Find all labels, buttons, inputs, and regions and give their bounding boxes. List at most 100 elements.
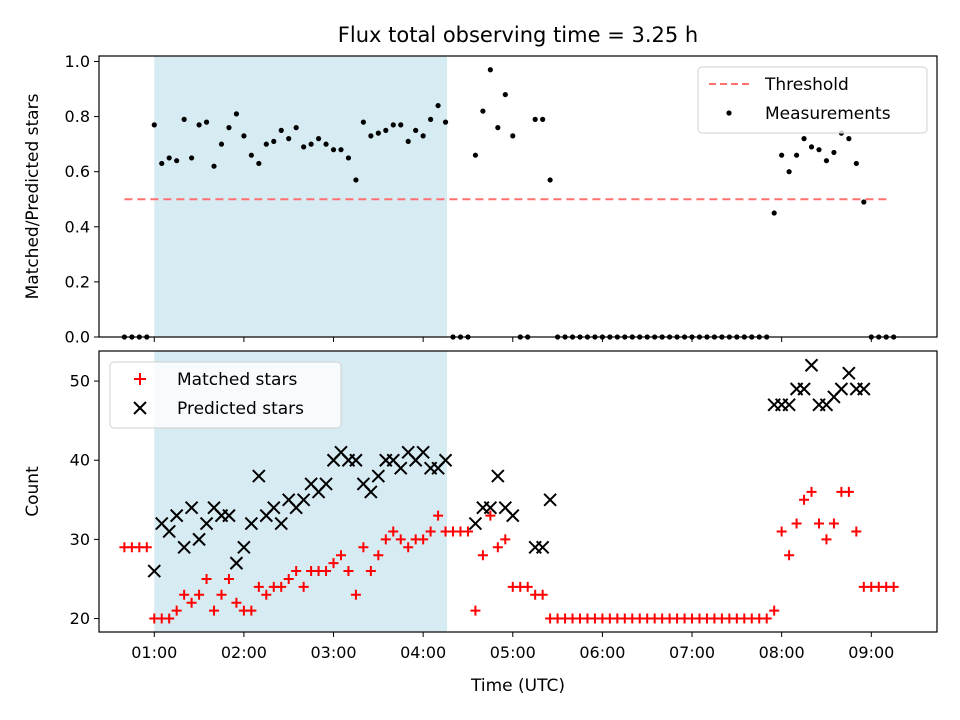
measurement-point: [166, 155, 172, 161]
measurement-point: [315, 136, 322, 142]
count-panel-marks: [119, 358, 899, 624]
ratio-panel-legend: Threshold Measurements: [697, 66, 928, 134]
ratio-panel-y-label: Matched/Predicted stars: [23, 93, 43, 299]
measurement-point: [771, 210, 777, 216]
predicted-star-point: [184, 501, 199, 515]
measurement-point: [808, 144, 815, 150]
measurement-point: [480, 108, 486, 114]
measurement-point: [540, 116, 546, 122]
ratio-panel-shaded-span: [154, 56, 448, 337]
measurement-point: [159, 160, 165, 167]
matched-star-point: [373, 550, 384, 561]
measurement-point: [816, 147, 822, 153]
measurement-point: [181, 116, 187, 122]
y-tick-label: 0.0: [65, 328, 90, 347]
predicted-star-point: [229, 556, 244, 570]
matched-legend-swatch: [134, 373, 146, 385]
matched-star-point: [492, 542, 503, 553]
matched-star-point: [194, 589, 205, 600]
measurement-point: [786, 169, 792, 175]
measurement-point: [779, 152, 785, 158]
matched-star-point: [462, 526, 473, 537]
measurement-point: [293, 125, 299, 131]
count-panel-x-ticks: 01:00 02:00 03:00 04:00 05:00 06:00 07:00 08:00…: [131, 632, 894, 662]
measurement-point: [211, 163, 217, 169]
predicted-star-point: [834, 382, 849, 396]
matched-star-point: [522, 581, 533, 592]
x-axis-label: Time (UTC): [470, 676, 565, 696]
predicted-star-point: [506, 508, 520, 523]
matched-star-point: [171, 605, 182, 616]
matched-star-point: [425, 526, 436, 537]
matched-star-point: [283, 573, 294, 584]
predicted-star-point: [468, 516, 483, 531]
y-tick-label: 40: [70, 451, 90, 470]
x-tick-label: 06:00: [579, 643, 625, 662]
matched-star-point: [806, 486, 817, 497]
predicted-star-point: [394, 461, 408, 475]
measurement-point: [398, 122, 404, 128]
measurement-point: [248, 152, 254, 158]
predicted-star-point: [857, 382, 871, 396]
measurement-point: [495, 125, 501, 131]
predicted-star-point: [483, 501, 498, 515]
predicted-star-point: [177, 540, 191, 555]
matched-star-point: [821, 534, 832, 545]
ratio-panel-y-ticks: 0.0 0.2 0.4 0.6 0.8 1.0: [65, 52, 99, 347]
ratio-panel-x-ticks: [153, 337, 872, 342]
measurement-point: [383, 127, 389, 133]
predicted-star-point: [244, 516, 259, 531]
y-tick-label: 0.8: [65, 107, 90, 126]
count-panel-y-label: Count: [23, 466, 43, 517]
matched-star-point: [350, 589, 361, 600]
matched-star-point: [843, 486, 854, 497]
matched-star-point: [164, 613, 175, 624]
measurement-point: [801, 136, 807, 142]
matched-star-point: [418, 534, 429, 545]
matched-star-point: [261, 589, 272, 600]
x-tick-label: 04:00: [400, 643, 446, 662]
predicted-star-point: [162, 524, 176, 539]
measurement-point: [338, 147, 344, 153]
measurement-point: [510, 133, 516, 139]
measurement-point: [846, 136, 852, 142]
measurement-point: [308, 141, 314, 147]
predicted-star-point: [535, 540, 550, 555]
y-tick-label: 50: [70, 372, 90, 391]
measurement-point: [174, 158, 180, 164]
predicted-star-point: [267, 501, 281, 515]
measurement-point: [502, 91, 508, 98]
measurements-legend-label: Measurements: [765, 104, 891, 124]
measurement-point: [196, 122, 202, 128]
matched-star-point: [784, 550, 795, 561]
matched-star-point: [791, 518, 802, 529]
count-panel-y-ticks: 20 30 40 50: [70, 372, 99, 628]
matched-star-point: [403, 542, 414, 553]
measurement-point: [323, 141, 329, 147]
y-tick-label: 20: [70, 609, 90, 628]
measurement-point: [345, 155, 352, 161]
matched-star-point: [209, 605, 220, 616]
matched-legend-label: Matched stars: [177, 370, 297, 390]
matched-star-point: [769, 605, 780, 616]
predicted-legend-label: Predicted stars: [177, 399, 304, 419]
predicted-star-point: [199, 516, 214, 531]
predicted-star-point: [491, 469, 505, 483]
matched-star-point: [179, 589, 190, 600]
measurement-point: [405, 138, 411, 145]
ratio-legend-box: [697, 66, 928, 134]
predicted-star-point: [349, 453, 363, 467]
measurement-point: [420, 133, 426, 139]
predicted-star-point: [782, 398, 796, 412]
x-tick-label: 08:00: [759, 643, 805, 662]
measurement-point: [547, 177, 553, 183]
matched-star-point: [365, 566, 376, 577]
measurement-point: [442, 119, 449, 125]
predicted-star-point: [842, 366, 856, 380]
matched-star-point: [776, 526, 787, 537]
predicted-star-point: [274, 516, 288, 531]
ratio-panel-frame: [98, 55, 938, 338]
measurement-point: [532, 116, 538, 122]
matched-star-point: [335, 550, 346, 561]
